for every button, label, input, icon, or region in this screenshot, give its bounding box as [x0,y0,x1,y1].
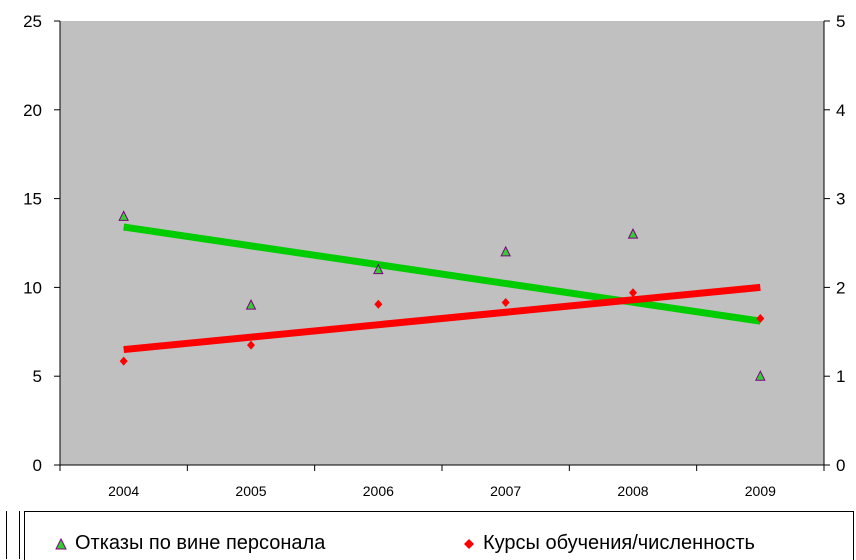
plot-area [60,21,824,465]
y-right-tick-label: 0 [836,456,845,475]
x-tick-label: 2005 [235,483,266,499]
triangle-marker-icon [55,537,67,549]
x-tick-label: 2006 [363,483,394,499]
y-left-tick-label: 5 [33,367,42,386]
x-tick-label: 2009 [745,483,776,499]
y-right-tick-label: 2 [836,278,845,297]
point-series-2 [756,313,765,323]
legend-item-series-2: Курсы обучения/численность [463,532,755,555]
point-series-1 [627,228,639,239]
y-right-tick-label: 3 [836,190,845,209]
axes: 0 5 10 15 20 25 0 1 2 3 4 5 2004 2005 2006 2007 2008 2009 [23,12,845,499]
y-left-tick-label: 10 [23,278,42,297]
y-right-tick-label: 1 [836,367,845,386]
y-right-tick-label: 4 [836,101,845,120]
y-left-tick-label: 15 [23,190,42,209]
legend-frame [6,511,20,559]
x-tick-label: 2004 [108,483,139,499]
y-right-tick-label: 5 [836,12,845,31]
point-series-1 [500,245,511,257]
y-left-tick-label: 25 [23,12,42,31]
point-series-1 [118,210,129,221]
y-left-tick-label: 20 [23,101,42,120]
point-series-2 [374,299,383,309]
chart-area: 0 5 10 15 20 25 0 1 2 3 4 5 2004 2005 2006 2007 2008 2009 [23,12,845,499]
diamond-marker-icon [464,538,474,549]
point-series-2 [629,288,637,298]
y-left-tick-label: 0 [33,456,42,475]
point-series-2 [247,340,255,350]
legend-box: Отказы по вине персонала Курсы обучения/… [24,511,854,560]
trendlines [123,223,761,354]
point-series-1 [755,370,766,381]
legend: Отказы по вине персонала Курсы обучения/… [6,511,854,560]
data-points [118,210,766,381]
point-series-1 [245,299,257,310]
legend-label-series-1: Отказы по вине персонала [75,532,326,554]
trendline-series-2 [123,283,761,354]
point-series-2 [119,356,128,366]
point-series-1 [373,263,384,275]
trendline-series-1 [123,223,761,325]
legend-label-series-2: Курсы обучения/численность [483,532,755,554]
point-series-2 [501,297,510,307]
x-tick-label: 2007 [490,483,521,499]
x-tick-label: 2008 [617,483,648,499]
legend-item-series-1: Отказы по вине персонала [55,532,325,555]
